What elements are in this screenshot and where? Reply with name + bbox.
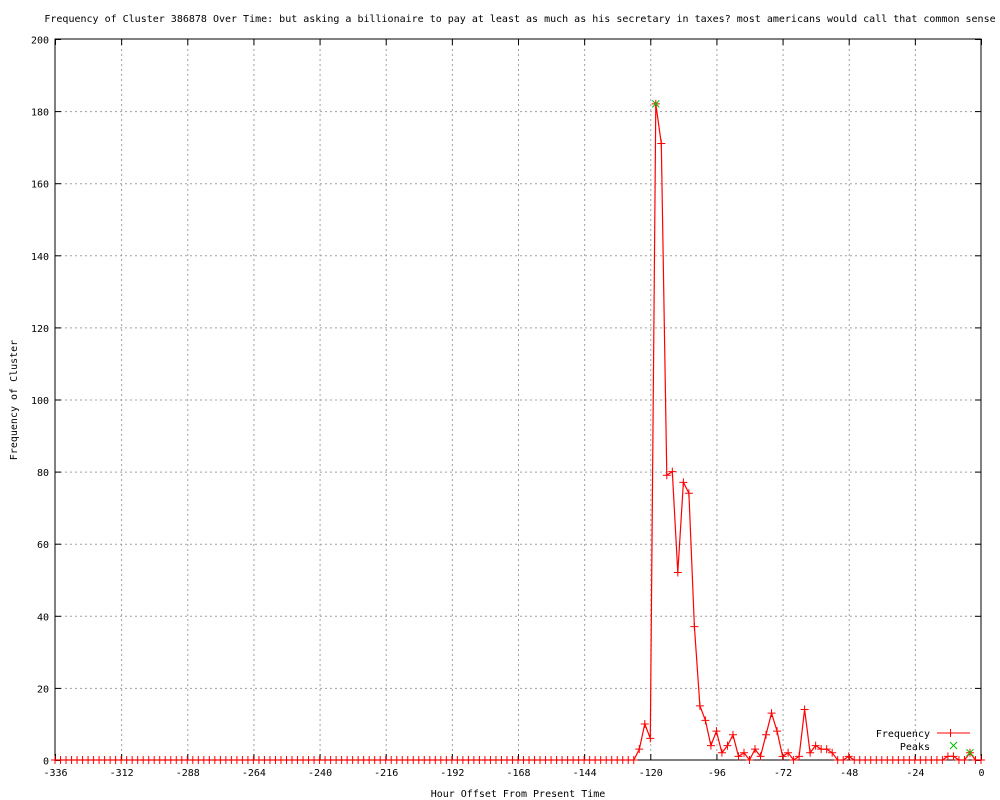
frequency-point: [657, 139, 666, 148]
y-tick-label: 160: [31, 180, 49, 191]
x-tick-label: -24: [906, 768, 924, 779]
frequency-point: [800, 705, 809, 714]
frequency-point: [756, 752, 765, 761]
frequency-point: [690, 622, 699, 631]
frequency-point: [734, 752, 743, 761]
frequency-point: [712, 727, 721, 736]
grid: [55, 39, 981, 760]
y-tick-label: 0: [43, 757, 49, 768]
y-tick-label: 120: [31, 324, 49, 335]
frequency-point: [789, 756, 798, 764]
y-axis-label: Frequency of Cluster: [9, 340, 20, 460]
frequency-point: [745, 756, 754, 764]
peak-point: [966, 748, 974, 757]
x-tick-label: -120: [639, 768, 663, 779]
frequency-point: [949, 752, 958, 761]
axis-ticks: 0 20 40 60 80 100 120 140 160 180 200 -336 -312 -288 -…: [31, 36, 985, 780]
frequency-point: [751, 745, 760, 754]
frequency-point: [822, 745, 831, 754]
frequency-point: [662, 471, 671, 480]
x-tick-label: -96: [708, 768, 726, 779]
frequency-point: [960, 756, 969, 764]
x-tick-label: -72: [774, 768, 792, 779]
y-tick-label: 60: [37, 540, 49, 551]
chart-title: Frequency of Cluster 386878 Over Time: b…: [44, 14, 995, 25]
series-layer: [51, 99, 985, 764]
frequency-point: [767, 709, 776, 718]
frequency-point: [668, 467, 677, 476]
y-tick-label: 140: [31, 252, 49, 263]
legend-marker-frequency: [946, 729, 955, 737]
frequency-point: [773, 727, 782, 736]
x-tick-label: -216: [374, 768, 398, 779]
y-tick-label: 20: [37, 684, 49, 695]
x-tick-label: -240: [308, 768, 332, 779]
x-tick-label: -288: [176, 768, 200, 779]
frequency-point: [629, 756, 638, 764]
y-tick-label: 40: [37, 612, 49, 623]
frequency-point: [778, 752, 787, 761]
x-tick-label: -168: [506, 768, 530, 779]
frequency-point: [723, 741, 732, 750]
frequency-line: [55, 103, 981, 762]
frequency-point: [828, 748, 837, 757]
frequency-point: [728, 730, 737, 739]
x-tick-label: 0: [978, 768, 984, 779]
frequency-point: [839, 756, 848, 764]
frequency-point: [640, 719, 649, 728]
x-tick-label: -312: [110, 768, 134, 779]
frequency-point: [938, 756, 947, 764]
x-tick-label: -192: [440, 768, 464, 779]
frequency-point: [646, 734, 655, 743]
frequency-point: [739, 748, 748, 757]
y-tick-label: 200: [31, 36, 49, 47]
y-tick-label: 100: [31, 396, 49, 407]
frequency-point: [795, 752, 804, 761]
y-tick-label: 180: [31, 108, 49, 119]
legend: Frequency Peaks: [876, 729, 970, 753]
peak-point: [651, 100, 660, 108]
y-tick-label: 80: [37, 468, 49, 479]
legend-label-frequency: Frequency: [876, 729, 930, 740]
frequency-point: [784, 748, 793, 757]
x-tick-label: -336: [43, 768, 67, 779]
legend-label-peaks: Peaks: [900, 742, 930, 753]
frequency-point: [717, 748, 726, 757]
frequency-point: [679, 478, 688, 487]
frequency-point: [811, 741, 820, 750]
frequency-point: [806, 748, 815, 757]
frequency-point: [673, 568, 682, 577]
frequency-point: [762, 730, 771, 739]
x-tick-label: -264: [242, 768, 266, 779]
legend-marker-peaks: [949, 741, 958, 750]
frequency-point: [695, 701, 704, 710]
x-tick-label: -144: [573, 768, 597, 779]
x-axis-label: Hour Offset From Present Time: [431, 789, 606, 800]
frequency-point: [635, 745, 644, 754]
x-tick-label: -48: [840, 768, 858, 779]
frequency-point: [844, 752, 853, 761]
frequency-point: [701, 716, 710, 725]
frequency-point: [706, 741, 715, 750]
frequency-point: [977, 756, 985, 764]
frequency-point: [684, 489, 693, 498]
